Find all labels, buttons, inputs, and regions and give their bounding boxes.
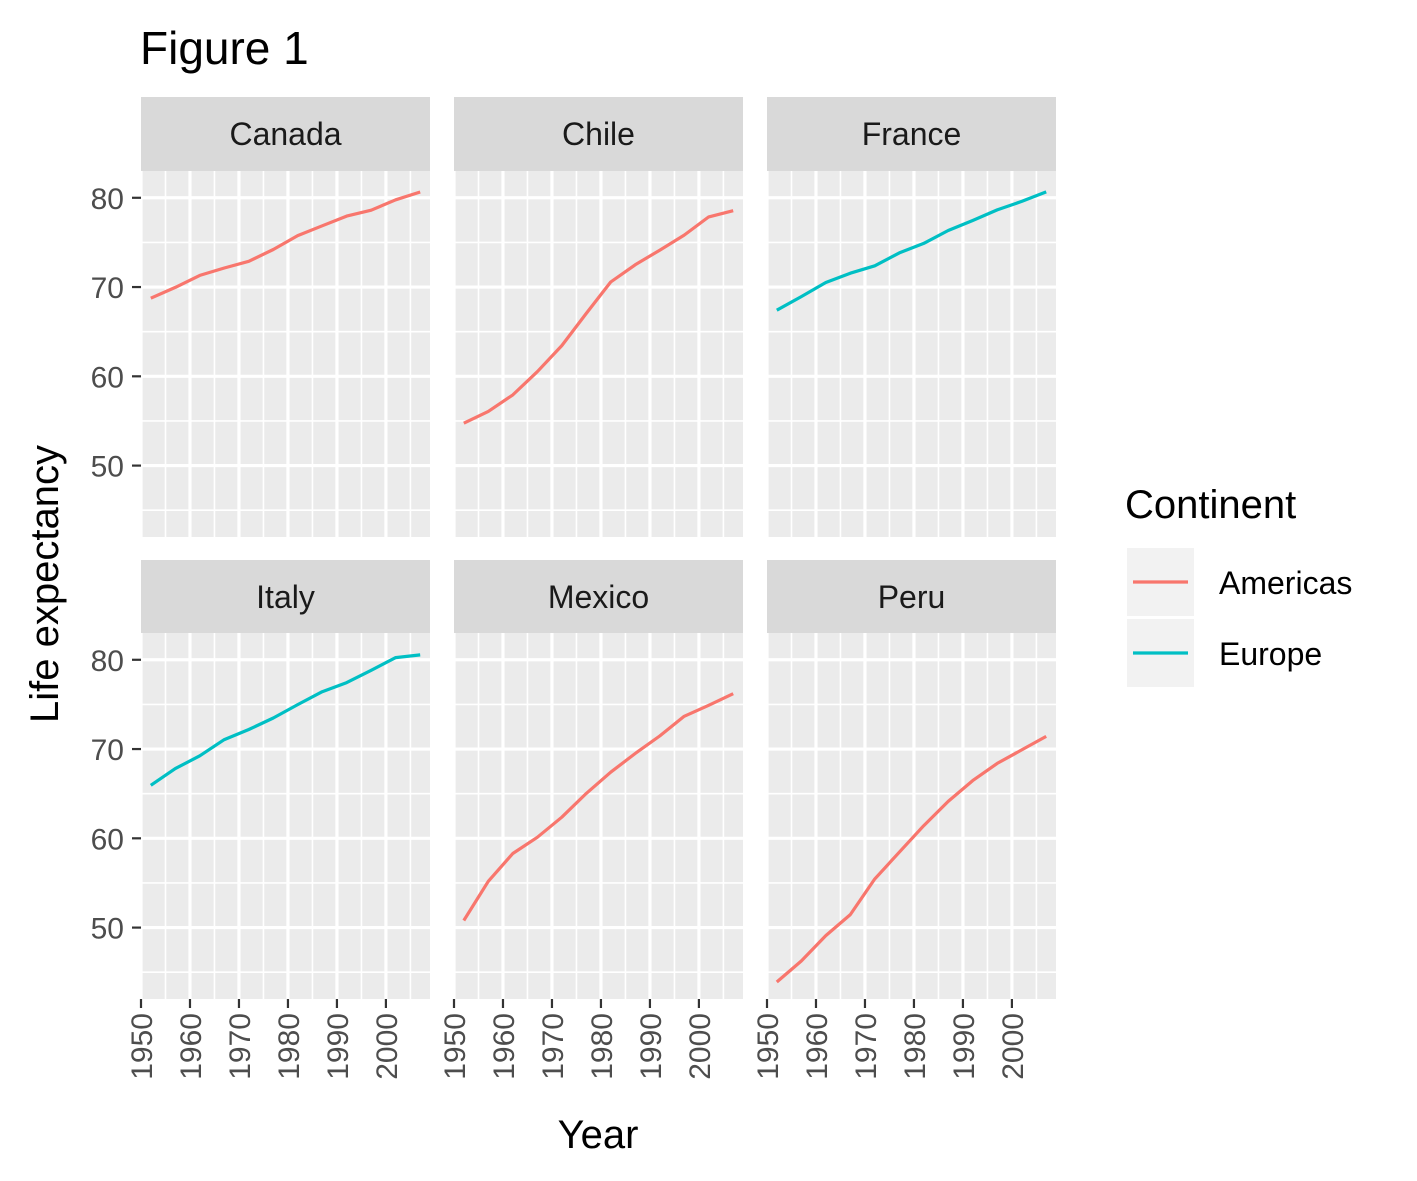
figure-title: Figure 1 <box>140 22 309 74</box>
facet-label: Canada <box>229 116 341 152</box>
x-tick-label: 1950 <box>126 1013 159 1080</box>
x-tick-label: 2000 <box>997 1013 1030 1080</box>
facet-strip <box>454 97 743 171</box>
y-tick-label: 70 <box>91 734 124 767</box>
facet-strip <box>141 560 430 633</box>
legend-label: Europe <box>1219 636 1322 672</box>
facet-label: Italy <box>256 579 315 615</box>
panel-france: France <box>765 97 1056 537</box>
panel-peru: Peru 1950 1960 1970 1980 1990 2000 <box>752 560 1056 1080</box>
series-line-peru <box>775 734 1047 984</box>
y-tick-label: 50 <box>91 451 124 484</box>
panel-canada: Canada 50 60 70 80 <box>91 97 430 537</box>
legend: Continent Americas Europe <box>1125 483 1352 687</box>
legend-title: Continent <box>1125 483 1296 527</box>
facet-label: Peru <box>878 579 946 615</box>
facet-strip <box>454 560 743 633</box>
x-tick-label: 2000 <box>371 1013 404 1080</box>
facet-strip <box>767 560 1056 633</box>
y-tick-label: 70 <box>91 272 124 305</box>
series-line-chile <box>463 209 734 425</box>
facet-label: Mexico <box>548 579 649 615</box>
y-axis-title: Life expectancy <box>23 445 67 723</box>
facet-label: Chile <box>562 116 635 152</box>
legend-item-americas: Americas <box>1127 548 1352 616</box>
y-tick-label: 80 <box>91 645 124 678</box>
x-tick-label: 1990 <box>948 1013 981 1080</box>
x-tick-label: 1950 <box>439 1013 472 1080</box>
facet-strip <box>767 97 1056 171</box>
x-tick-label: 1990 <box>322 1013 355 1080</box>
y-tick-label: 50 <box>91 913 124 946</box>
x-tick-label: 1980 <box>899 1013 932 1080</box>
facet-label: France <box>862 116 962 152</box>
x-tick-label: 1990 <box>635 1013 668 1080</box>
x-tick-label: 1960 <box>488 1013 521 1080</box>
y-tick-label: 80 <box>91 183 124 216</box>
panel-italy: Italy 50 60 70 80 1950 1960 1970 1980 1990 2000 <box>91 560 430 1080</box>
series-line-france <box>776 190 1047 312</box>
x-tick-label: 2000 <box>684 1013 717 1080</box>
x-tick-label: 1970 <box>537 1013 570 1080</box>
x-tick-label: 1980 <box>586 1013 619 1080</box>
legend-label: Americas <box>1219 565 1352 601</box>
series-line-italy <box>149 653 421 787</box>
panels: Canada 50 60 70 80 Chile France Italy 50 60 70 80 19… <box>91 97 1056 1080</box>
series-line-canada <box>150 190 421 300</box>
x-tick-label: 1950 <box>752 1013 785 1080</box>
x-tick-label: 1970 <box>224 1013 257 1080</box>
legend-item-europe: Europe <box>1127 619 1322 687</box>
series-line-mexico <box>462 692 734 922</box>
x-tick-label: 1960 <box>175 1013 208 1080</box>
facet-strip <box>141 97 430 171</box>
y-tick-label: 60 <box>91 823 124 856</box>
x-tick-label: 1980 <box>273 1013 306 1080</box>
x-tick-label: 1960 <box>801 1013 834 1080</box>
x-axis-title: Year <box>558 1113 639 1157</box>
panel-mexico: Mexico 1950 1960 1970 1980 1990 2000 <box>439 560 743 1080</box>
panel-chile: Chile <box>452 97 743 537</box>
y-tick-label: 60 <box>91 361 124 394</box>
x-tick-label: 1970 <box>850 1013 883 1080</box>
